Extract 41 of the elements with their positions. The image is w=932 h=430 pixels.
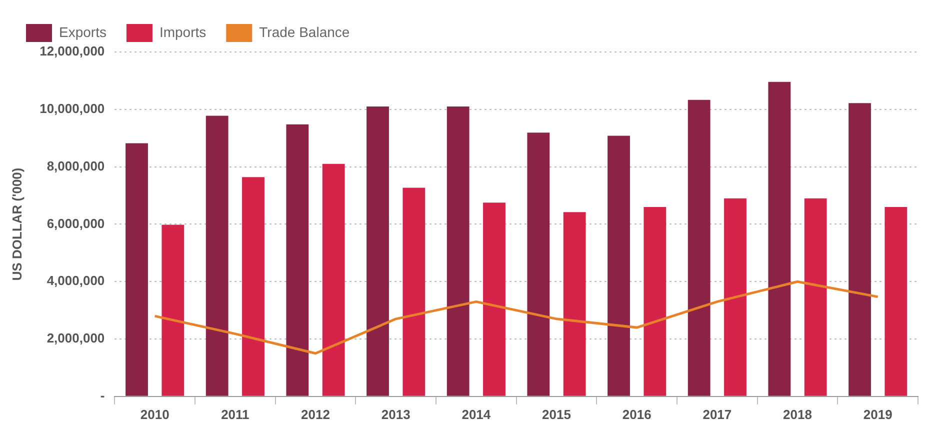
x-tick-label: 2014 xyxy=(462,406,492,422)
x-tick-label: 2013 xyxy=(381,406,410,422)
bar xyxy=(884,206,908,396)
y-tick-label: 10,000,000 xyxy=(40,100,105,116)
bar xyxy=(724,198,746,396)
y-axis-title: US DOLLAR ('000) xyxy=(9,168,24,281)
bar xyxy=(768,82,791,396)
x-tick-label: 2019 xyxy=(863,406,892,422)
x-tick-label: 2018 xyxy=(783,406,812,422)
bar xyxy=(608,136,630,396)
y-tick-label: 12,000,000 xyxy=(40,44,105,59)
bar xyxy=(446,106,470,396)
x-tick-label: 2016 xyxy=(622,406,652,422)
bar xyxy=(206,116,228,396)
bar xyxy=(126,143,148,396)
bar xyxy=(242,177,264,396)
bar xyxy=(688,100,710,396)
bar xyxy=(644,206,666,396)
y-tick-label: 8,000,000 xyxy=(46,158,105,174)
x-tick-label: 2011 xyxy=(221,406,250,422)
x-tick-label: 2010 xyxy=(140,406,170,422)
x-tick-label: 2015 xyxy=(542,406,571,422)
bar xyxy=(527,132,550,396)
legend-label: Imports xyxy=(159,24,206,40)
x-tick-label: 2017 xyxy=(702,406,732,422)
legend-label: Trade Balance xyxy=(259,24,350,40)
bar xyxy=(804,198,827,396)
y-tick-label: 4,000,000 xyxy=(46,273,105,288)
bar xyxy=(322,164,345,396)
bar xyxy=(848,103,871,396)
x-tick-label: 2012 xyxy=(301,406,330,422)
legend-label: Exports xyxy=(59,24,106,40)
bar xyxy=(483,202,506,396)
y-tick-label: 2,000,000 xyxy=(46,330,105,346)
bar xyxy=(563,212,586,396)
bar xyxy=(162,224,184,396)
y-tick-label: 6,000,000 xyxy=(46,216,105,231)
bar xyxy=(286,124,309,396)
y-tick-label: - xyxy=(100,388,105,403)
bar xyxy=(366,106,389,396)
bar xyxy=(402,188,426,396)
